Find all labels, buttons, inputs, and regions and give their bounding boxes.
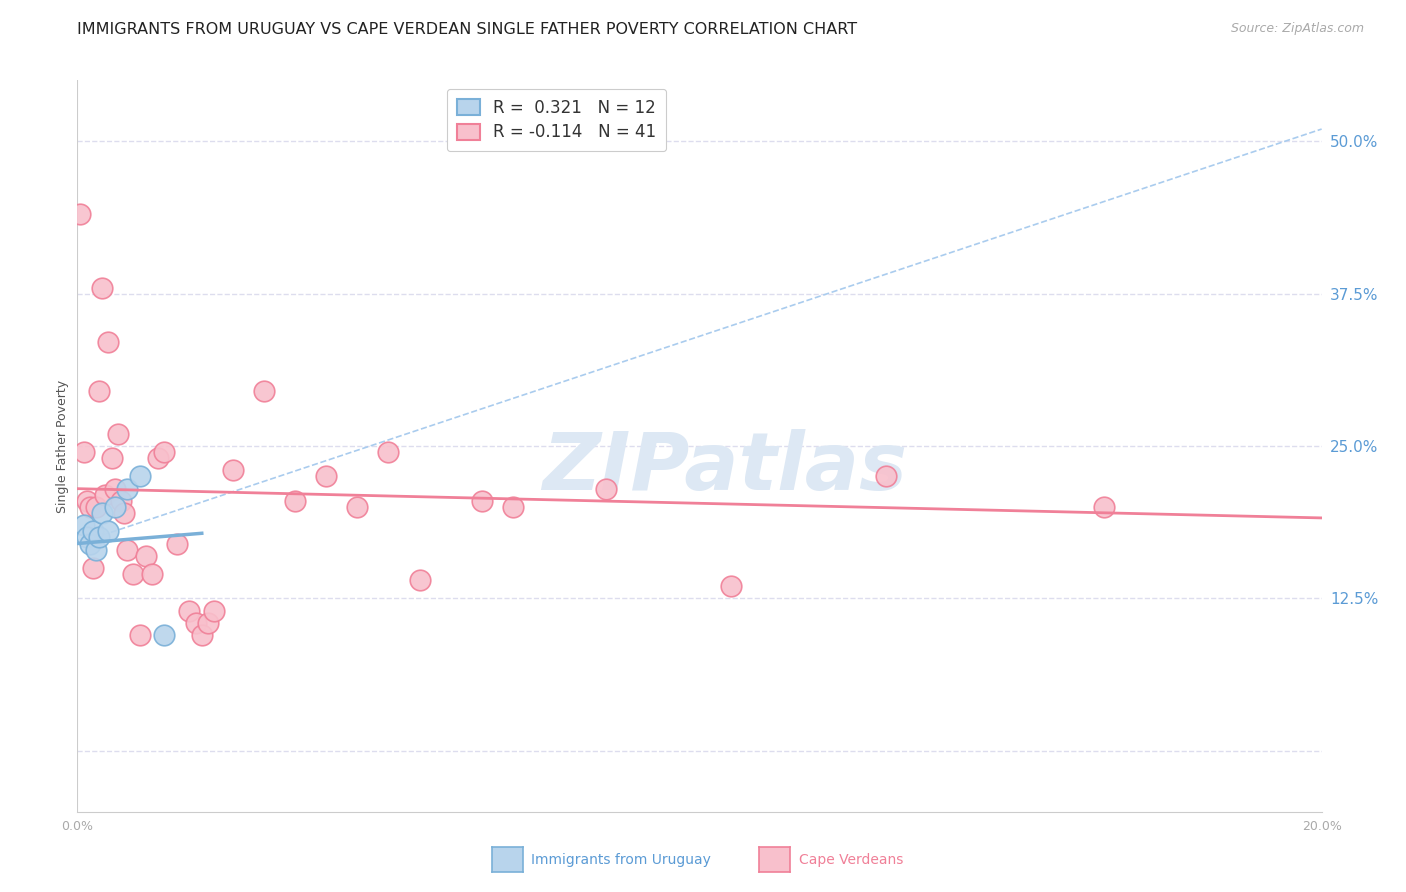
Text: Cape Verdeans: Cape Verdeans [799, 853, 903, 867]
Point [72, 445, 94, 459]
Point [253, 384, 276, 399]
Point [184, 615, 207, 630]
Point [128, 469, 150, 483]
Point [1092, 500, 1115, 514]
Point [91, 506, 114, 520]
Text: Source: ZipAtlas.com: Source: ZipAtlas.com [1230, 22, 1364, 36]
Point [128, 628, 150, 642]
Point [94, 488, 117, 502]
Text: IMMIGRANTS FROM URUGUAY VS CAPE VERDEAN SINGLE FATHER POVERTY CORRELATION CHART: IMMIGRANTS FROM URUGUAY VS CAPE VERDEAN … [77, 22, 858, 37]
Point [84, 542, 107, 557]
Point [471, 494, 494, 508]
Point [346, 500, 368, 514]
Point [202, 604, 225, 618]
Point [79, 536, 101, 550]
Text: ZIPatlas: ZIPatlas [541, 429, 907, 507]
Point [87, 384, 110, 399]
Point [153, 628, 176, 642]
Point [875, 469, 897, 483]
Point [115, 482, 138, 496]
Point [315, 469, 337, 483]
Point [284, 494, 307, 508]
Y-axis label: Single Father Poverty: Single Father Poverty [56, 379, 69, 513]
Point [720, 579, 742, 593]
Point [595, 482, 617, 496]
Point [104, 500, 127, 514]
Point [97, 335, 120, 350]
Point [76, 530, 98, 544]
Point [502, 500, 524, 514]
Point [84, 500, 107, 514]
Point [100, 451, 122, 466]
Point [166, 536, 188, 550]
Point [191, 628, 214, 642]
Point [148, 451, 170, 466]
Point [104, 482, 127, 496]
Point [222, 463, 245, 477]
Point [112, 506, 135, 520]
Point [153, 445, 176, 459]
Point [408, 573, 430, 587]
Point [122, 567, 145, 582]
Point [97, 524, 120, 539]
Point [87, 530, 110, 544]
Point [115, 542, 138, 557]
Point [72, 518, 94, 533]
Point [179, 604, 201, 618]
Point [107, 426, 129, 441]
Point [79, 500, 101, 514]
Legend: R =  0.321   N = 12, R = -0.114   N = 41: R = 0.321 N = 12, R = -0.114 N = 41 [447, 88, 666, 152]
Text: Immigrants from Uruguay: Immigrants from Uruguay [531, 853, 711, 867]
Point [82, 561, 104, 575]
Point [110, 494, 132, 508]
Point [76, 494, 98, 508]
Point [135, 549, 157, 563]
Point [197, 615, 219, 630]
Point [69, 207, 91, 221]
Point [141, 567, 163, 582]
Point [82, 524, 104, 539]
Point [91, 280, 114, 294]
Point [377, 445, 399, 459]
